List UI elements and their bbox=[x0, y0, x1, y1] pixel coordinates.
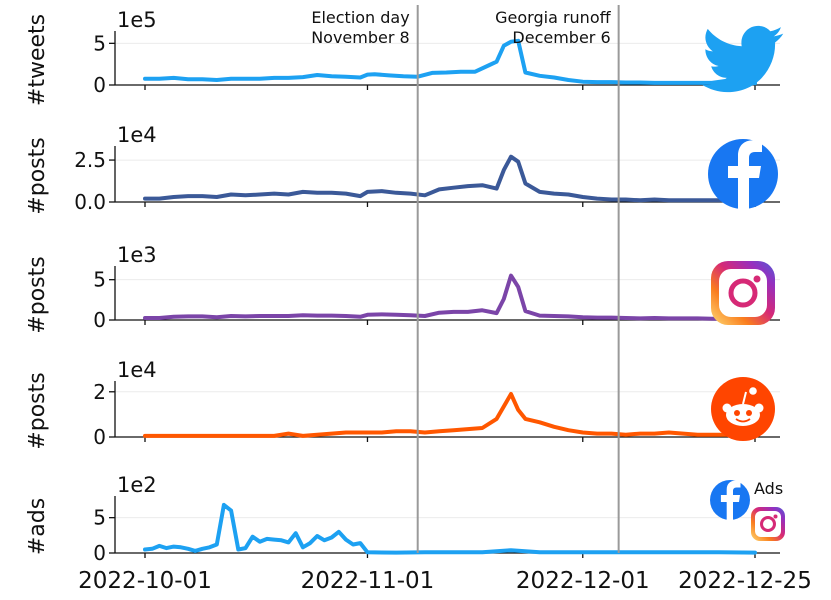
y-tick-label: 5 bbox=[93, 268, 106, 292]
twitter-bird-icon bbox=[701, 25, 784, 93]
y-multiplier-label: 1e2 bbox=[117, 473, 157, 497]
series-line-reddit bbox=[143, 392, 757, 438]
facebook-f-shape bbox=[728, 140, 762, 209]
y-tick-label: 2 bbox=[93, 380, 106, 404]
facebook-small-f bbox=[720, 480, 741, 520]
facebook-icon bbox=[708, 139, 778, 209]
series-line-instagram bbox=[143, 273, 757, 322]
y-axis-label: #posts bbox=[25, 256, 50, 333]
y-tick-label: 0 bbox=[93, 73, 106, 97]
instagram-small-dot bbox=[773, 514, 778, 519]
y-multiplier-label: 1e4 bbox=[117, 123, 157, 147]
y-tick-label: 0.0 bbox=[74, 190, 106, 214]
reddit-eye-right bbox=[746, 410, 752, 416]
reddit-antenna bbox=[742, 391, 747, 405]
event-label: Election day bbox=[311, 8, 409, 27]
event-label: December 6 bbox=[512, 28, 610, 47]
panel-facebook: 0.0 2.5 1e4 #posts bbox=[25, 123, 780, 215]
instagram-small-inner bbox=[755, 511, 781, 537]
y-axis-label: #posts bbox=[25, 372, 50, 449]
panel-reddit: 0 2 1e4 #posts bbox=[25, 358, 780, 450]
event-label: Georgia runoff bbox=[495, 8, 611, 27]
x-tick-label: 2022-10-01 bbox=[78, 568, 212, 594]
x-tick-label: 2022-12-25 bbox=[678, 568, 812, 594]
y-tick-label: 0 bbox=[93, 425, 106, 449]
facebook-instagram-ads-icon: Ads bbox=[710, 479, 785, 541]
y-axis-label: #tweets bbox=[25, 14, 50, 106]
y-axis-label: #posts bbox=[25, 137, 50, 214]
instagram-lens bbox=[728, 278, 758, 308]
ads-label: Ads bbox=[754, 479, 783, 498]
instagram-small-lens bbox=[760, 516, 776, 532]
x-tick-label: 2022-11-01 bbox=[301, 568, 435, 594]
panel-instagram: 0 5 1e3 #posts bbox=[25, 243, 780, 334]
instagram-inner bbox=[719, 269, 767, 317]
reddit-antenna-tip bbox=[749, 387, 757, 395]
y-multiplier-label: 1e3 bbox=[117, 243, 157, 267]
series-line-twitter bbox=[143, 38, 757, 86]
panel-ads: 0 5 1e2 #ads Ads bbox=[25, 473, 785, 565]
series-line-ads bbox=[143, 502, 757, 555]
y-multiplier-label: 1e5 bbox=[117, 8, 157, 32]
panel-twitter: 0 5 1e5 #tweets bbox=[25, 8, 784, 106]
reddit-head bbox=[726, 404, 760, 426]
reddit-icon bbox=[711, 377, 775, 441]
y-tick-label: 5 bbox=[93, 31, 106, 55]
y-tick-label: 0 bbox=[93, 308, 106, 332]
y-tick-label: 0 bbox=[93, 541, 106, 565]
instagram-icon bbox=[711, 261, 775, 325]
y-tick-label: 5 bbox=[93, 506, 106, 530]
series-line-facebook bbox=[143, 154, 757, 204]
event-label: November 8 bbox=[311, 28, 410, 47]
reddit-ear-right bbox=[754, 403, 764, 413]
y-axis-label: #ads bbox=[25, 498, 50, 555]
reddit-eye-left bbox=[734, 410, 740, 416]
twitter-bird-shape bbox=[701, 25, 784, 93]
reddit-smile bbox=[735, 418, 751, 423]
y-tick-label: 2.5 bbox=[74, 148, 106, 172]
x-tick-label: 2022-12-01 bbox=[516, 568, 650, 594]
reddit-ear-left bbox=[722, 403, 732, 413]
y-multiplier-label: 1e4 bbox=[117, 358, 157, 382]
instagram-dot bbox=[753, 275, 761, 283]
